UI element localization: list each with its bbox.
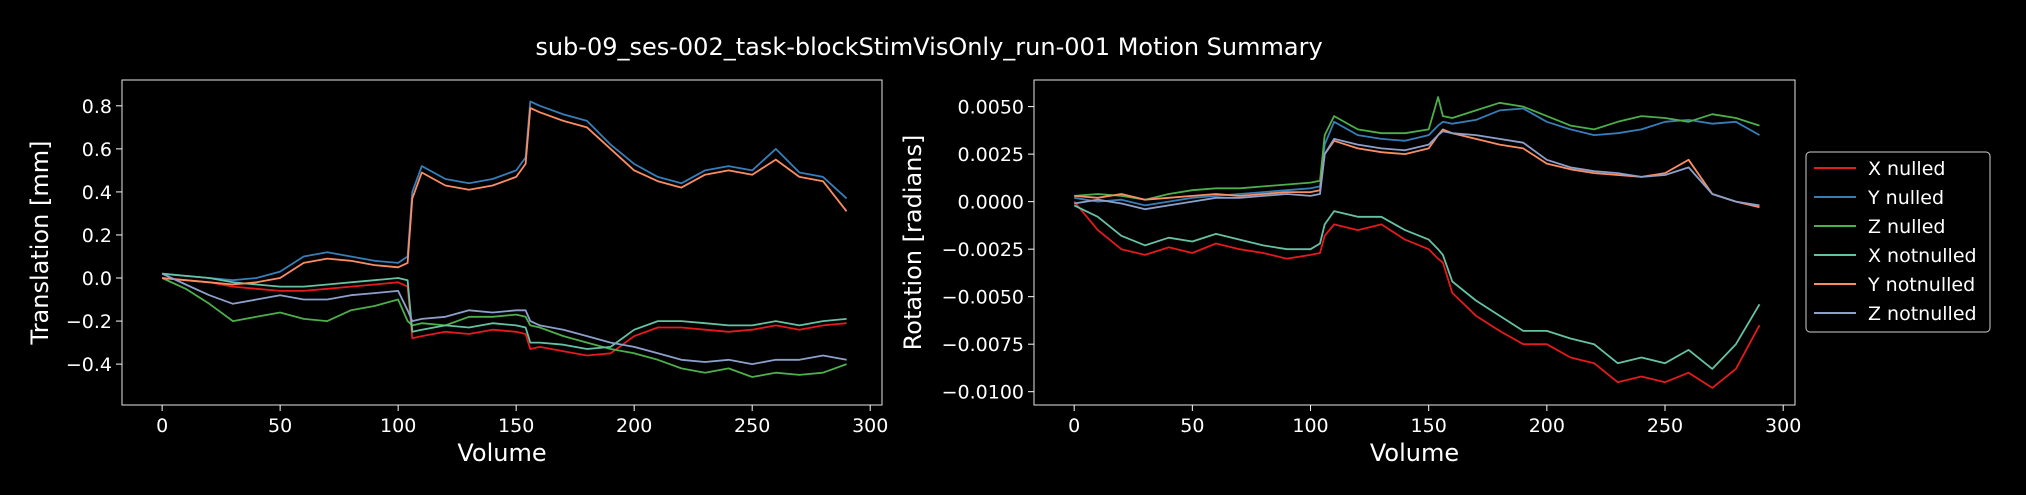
translation-ytick-label: 0.0 xyxy=(82,268,112,290)
rotation-xtick-label: 150 xyxy=(1411,415,1447,437)
translation-xtick-label: 100 xyxy=(380,415,416,437)
translation-ytick-label: 0.4 xyxy=(82,182,112,204)
rotation-axes: 0 50 100 150 200 250 300 −0.0100 −0.0075 −0.0050 −… xyxy=(899,79,1801,467)
rotation-xtick-label: 200 xyxy=(1529,415,1565,437)
translation-xtick-label: 250 xyxy=(734,415,770,437)
translation-xtick-label: 50 xyxy=(268,415,292,437)
rotation-xtick-label: 100 xyxy=(1292,415,1328,437)
translation-xtick-label: 200 xyxy=(616,415,652,437)
translation-ytick-label: 0.8 xyxy=(82,96,112,118)
rotation-ytick-label: −0.0025 xyxy=(942,239,1024,261)
translation-ylabel: Translation [mm] xyxy=(26,141,54,346)
legend-label-z-notnulled: Z notnulled xyxy=(1868,303,1977,325)
rotation-xtick-label: 250 xyxy=(1647,415,1683,437)
rotation-line-x-nulled xyxy=(1073,201,1761,389)
rotation-xtick-label: 0 xyxy=(1068,415,1080,437)
translation-xtick-label: 150 xyxy=(498,415,534,437)
rotation-ytick-label: 0.0025 xyxy=(958,144,1024,166)
rotation-ytick-label: −0.0100 xyxy=(942,382,1024,404)
rotation-ytick-label: −0.0050 xyxy=(942,287,1024,309)
figure-title: sub-09_ses-002_task-blockStimVisOnly_run… xyxy=(535,33,1322,61)
rotation-line-y-nulled xyxy=(1074,107,1760,207)
rotation-line-x-notnulled xyxy=(1073,204,1761,370)
translation-series-group xyxy=(161,100,848,378)
translation-line-y-nulled xyxy=(162,100,848,282)
rotation-axes-frame xyxy=(1033,79,1796,406)
legend: X nulled Y nulled Z nulled X notnulled Y not… xyxy=(1805,151,1991,333)
rotation-line-z-notnulled xyxy=(1074,130,1760,211)
translation-axes: 0 50 100 150 200 250 300 −0.4 −0.2 0.0 0.2 0.4 0.6 0.… xyxy=(26,79,888,467)
translation-line-x-notnulled xyxy=(162,272,847,350)
translation-ytick-label: −0.4 xyxy=(66,354,112,376)
legend-label-x-nulled: X nulled xyxy=(1868,158,1945,180)
translation-line-y-notnulled xyxy=(162,107,848,286)
translation-ytick-label: 0.6 xyxy=(82,139,112,161)
rotation-xtick-label: 50 xyxy=(1180,415,1204,437)
translation-line-z-notnulled xyxy=(161,272,847,366)
translation-xlabel: Volume xyxy=(457,439,546,467)
translation-xtick-label: 0 xyxy=(156,415,168,437)
translation-xtick-label: 300 xyxy=(852,415,888,437)
legend-label-x-notnulled: X notnulled xyxy=(1868,245,1977,267)
translation-line-z-nulled xyxy=(161,277,847,378)
legend-label-z-nulled: Z nulled xyxy=(1868,216,1945,238)
rotation-line-y-notnulled xyxy=(1074,128,1760,209)
translation-axes-frame xyxy=(121,79,883,406)
rotation-xlabel: Volume xyxy=(1370,439,1459,467)
legend-label-y-notnulled: Y notnulled xyxy=(1867,274,1975,296)
rotation-xtick-label: 300 xyxy=(1765,415,1801,437)
rotation-ytick-label: 0.0000 xyxy=(958,192,1024,214)
rotation-ylabel: Rotation [radians] xyxy=(899,135,927,351)
rotation-series-group xyxy=(1073,96,1761,389)
legend-label-y-nulled: Y nulled xyxy=(1867,187,1944,209)
rotation-ytick-label: −0.0075 xyxy=(942,334,1024,356)
rotation-ytick-label: 0.0050 xyxy=(958,97,1024,119)
translation-line-x-nulled xyxy=(162,277,847,357)
rotation-line-z-nulled xyxy=(1074,96,1760,201)
translation-ytick-label: 0.2 xyxy=(82,225,112,247)
translation-ytick-label: −0.2 xyxy=(66,311,112,333)
